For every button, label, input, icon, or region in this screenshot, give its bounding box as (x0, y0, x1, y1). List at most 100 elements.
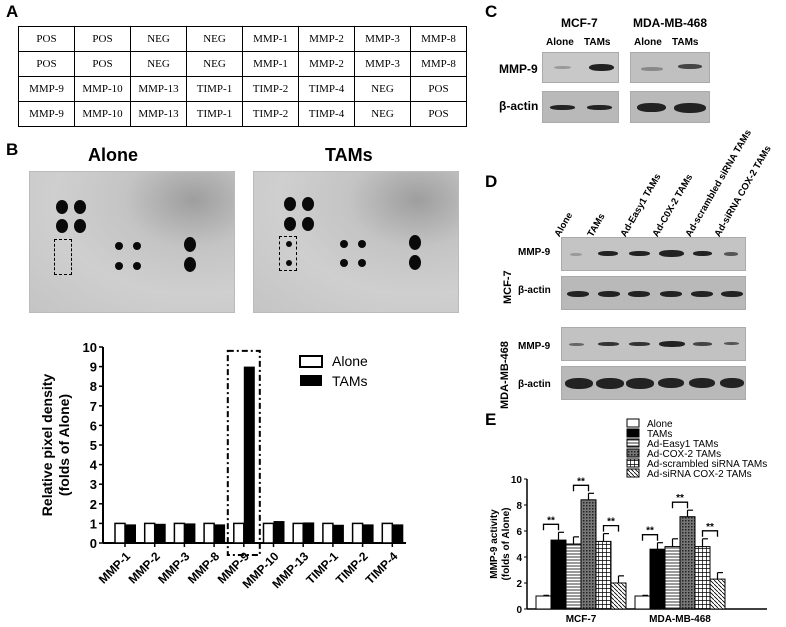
array-cell: MMP-10 (74, 101, 131, 127)
svg-text:**: ** (706, 522, 714, 533)
array-cell: MMP-3 (354, 26, 411, 52)
blot-c-mcf7-mmp9 (542, 52, 619, 83)
array-cell: MMP-1 (242, 51, 299, 77)
array-cell: MMP-13 (130, 76, 187, 102)
svg-text:TIMP-1: TIMP-1 (303, 549, 341, 587)
svg-text:**: ** (607, 517, 615, 528)
svg-text:Ad-Easy1 TAMs: Ad-Easy1 TAMs (647, 439, 718, 450)
cell-line-label-mcf7: MCF-7 (502, 270, 514, 304)
array-row: MMP-9 MMP-10 MMP-13 TIMP-1 TIMP-2 TIMP-4 NEG PO… (18, 76, 467, 102)
row-label-mmp9: MMP-9 (518, 341, 551, 352)
svg-text:MMP-9 activity(folds of Alone): MMP-9 activity(folds of Alone) (490, 508, 512, 581)
array-cell: TIMP-1 (186, 76, 243, 102)
svg-text:MMP-8: MMP-8 (185, 549, 222, 586)
svg-text:**: ** (646, 526, 654, 537)
array-row: MMP-9 MMP-10 MMP-13 TIMP-1 TIMP-2 TIMP-4 NEG PO… (18, 101, 467, 127)
row-label-mmp9: MMP-9 (518, 247, 551, 258)
svg-text:MCF-7: MCF-7 (566, 614, 597, 625)
array-cell: MMP-3 (354, 51, 411, 77)
array-cell: MMP-1 (242, 26, 299, 52)
svg-text:3: 3 (90, 477, 97, 492)
svg-text:4: 4 (516, 553, 522, 564)
array-cell: MMP-8 (410, 26, 467, 52)
array-cell: MMP-8 (410, 51, 467, 77)
svg-text:TAMs: TAMs (647, 429, 672, 440)
svg-text:6: 6 (516, 527, 522, 538)
array-cell: POS (410, 76, 467, 102)
svg-text:TAMs: TAMs (332, 373, 368, 389)
svg-text:MMP-1: MMP-1 (96, 549, 133, 586)
svg-text:10: 10 (511, 475, 523, 486)
array-cell: NEG (354, 76, 411, 102)
cell-line-mcf7: MCF-7 (561, 16, 598, 30)
array-cell: TIMP-2 (242, 76, 299, 102)
array-cell: MMP-9 (18, 101, 75, 127)
svg-text:5: 5 (90, 438, 97, 453)
array-cell: MMP-10 (74, 76, 131, 102)
panel-d-label: D (485, 172, 498, 191)
panel-a-label: A (6, 2, 19, 21)
svg-text:8: 8 (90, 379, 97, 394)
membrane-title-tams: TAMs (325, 145, 373, 165)
array-cell: NEG (354, 101, 411, 127)
membrane-title-alone: Alone (88, 145, 139, 165)
svg-text:0: 0 (516, 605, 522, 616)
mmp9-highlight-box (54, 239, 72, 275)
lane-label: TAMs (585, 211, 608, 239)
array-cell: MMP-9 (18, 76, 75, 102)
membrane-tams (253, 171, 459, 313)
panel-c-label: C (485, 2, 498, 21)
array-cell: MMP-2 (298, 26, 355, 52)
array-row: POS POS NEG NEG MMP-1 MMP-2 MMP-3 MMP-8 (18, 26, 467, 52)
antibody-array-map: POS POS NEG NEG MMP-1 MMP-2 MMP-3 MMP-8 POS POS NE… (18, 26, 467, 127)
lane-label: Ad-siRNA COX-2 TAMs (712, 143, 774, 239)
svg-text:10: 10 (83, 340, 97, 355)
panel-e-label: E (485, 410, 497, 429)
cell-line-mda-mb-468: MDA-MB-468 (633, 16, 708, 30)
svg-text:2: 2 (516, 579, 522, 590)
array-cell: MMP-2 (298, 51, 355, 77)
lane-label: TAMs (584, 37, 611, 48)
svg-text:4: 4 (90, 458, 98, 473)
row-label-beta-actin: β-actin (518, 285, 551, 296)
svg-text:TIMP-4: TIMP-4 (363, 549, 401, 587)
row-label-beta-actin: β-actin (499, 99, 539, 113)
svg-text:Ad-scrambled siRNA TAMs: Ad-scrambled siRNA TAMs (647, 459, 767, 470)
svg-text:MMP-2: MMP-2 (126, 549, 163, 586)
svg-text:0: 0 (90, 536, 97, 551)
svg-text:8: 8 (516, 501, 522, 512)
svg-text:Alone: Alone (647, 419, 673, 430)
svg-text:Ad-siRNA COX-2 TAMs: Ad-siRNA COX-2 TAMs (647, 469, 752, 480)
blot-d-mda-actin (561, 366, 746, 400)
svg-text:1: 1 (90, 516, 97, 531)
cell-line-label-mda: MDA-MB-468 (499, 341, 511, 409)
svg-text:MMP-3: MMP-3 (155, 549, 192, 586)
svg-text:**: ** (547, 515, 555, 526)
svg-text:7: 7 (90, 399, 97, 414)
svg-text:6: 6 (90, 418, 97, 433)
svg-text:2: 2 (90, 497, 97, 512)
array-cell: NEG (130, 26, 187, 52)
mmp9-highlight-box (279, 236, 297, 271)
array-cell: POS (410, 101, 467, 127)
array-cell: NEG (130, 51, 187, 77)
array-cell: TIMP-1 (186, 101, 243, 127)
svg-text:Ad-COX-2 TAMs: Ad-COX-2 TAMs (647, 449, 721, 460)
array-cell: POS (74, 26, 131, 52)
svg-text:**: ** (577, 476, 585, 487)
array-cell: NEG (186, 26, 243, 52)
array-cell: POS (18, 51, 75, 77)
svg-text:TIMP-2: TIMP-2 (333, 549, 371, 587)
array-cell: TIMP-4 (298, 76, 355, 102)
blot-c-mda-actin (630, 91, 710, 123)
lane-label: Alone (552, 210, 576, 239)
array-cell: MMP-13 (130, 101, 187, 127)
blot-d-mda-mmp9 (561, 327, 746, 361)
array-row: POS POS NEG NEG MMP-1 MMP-2 MMP-3 MMP-8 (18, 51, 467, 77)
blot-c-mcf7-actin (542, 91, 619, 123)
panel-b-label: B (6, 140, 19, 159)
chart-relative-pixel-density: 0 1 2 3 4 5 6 7 8 9 10 Relative pixel density(folds… (39, 340, 406, 591)
svg-text:Alone: Alone (332, 353, 368, 369)
array-cell: POS (74, 51, 131, 77)
svg-text:9: 9 (90, 360, 97, 375)
